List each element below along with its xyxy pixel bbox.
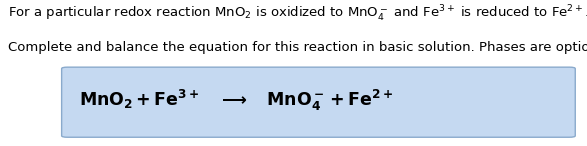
Text: For a particular redox reaction $\mathrm{MnO_2}$ is oxidized to $\mathrm{MnO_4^-: For a particular redox reaction $\mathrm… [8, 4, 587, 25]
FancyBboxPatch shape [62, 67, 575, 137]
Text: $\mathbf{MnO_2 + Fe^{3+}}$   $\mathbf{\longrightarrow}$   $\mathbf{MnO_4^- + Fe^: $\mathbf{MnO_2 + Fe^{3+}}$ $\mathbf{\lon… [79, 88, 393, 113]
Text: Complete and balance the equation for this reaction in basic solution. Phases ar: Complete and balance the equation for th… [8, 41, 587, 54]
